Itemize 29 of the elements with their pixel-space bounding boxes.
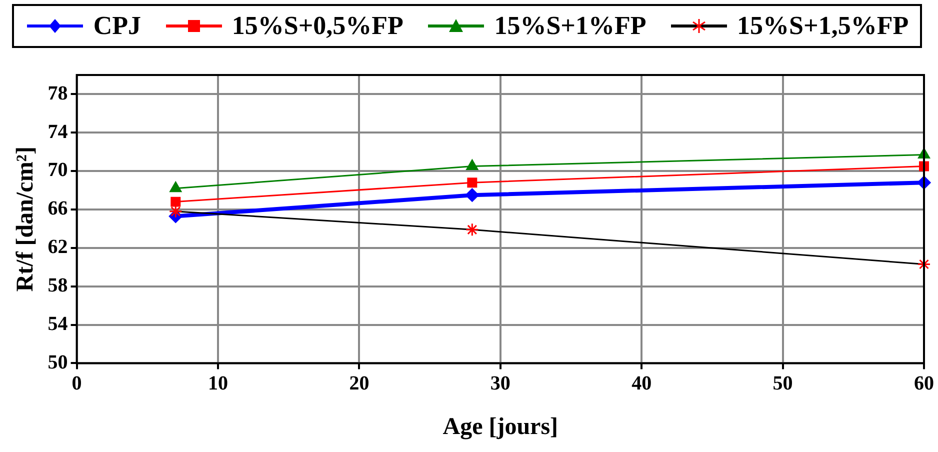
y-tick-label: 66 [48, 198, 68, 220]
x-tick-label: 50 [772, 372, 793, 394]
y-tick-label: 54 [48, 312, 68, 335]
legend-label: 15%S+0,5%FP [232, 11, 404, 41]
point [170, 182, 182, 192]
point [917, 258, 931, 271]
point [465, 188, 479, 202]
y-tick-label: 58 [48, 274, 68, 297]
point [168, 204, 182, 218]
legend-label: CPJ [93, 11, 142, 41]
x-tick-label: 30 [490, 372, 510, 394]
y-tick-label: 50 [48, 351, 68, 374]
point [170, 196, 181, 207]
x-tick-label: 10 [208, 372, 228, 394]
point [466, 160, 478, 170]
legend-label: 15%S+1%FP [494, 11, 646, 41]
point [467, 178, 478, 188]
y-tick-label: 74 [48, 120, 68, 143]
point [465, 222, 479, 236]
y-tick-label: 62 [48, 236, 68, 258]
y-tick-label: 70 [48, 159, 68, 182]
y-tick-label: 78 [48, 82, 68, 104]
x-tick-label: 0 [72, 372, 82, 394]
y-axis-title: Rt/f [dan/cm²] [12, 146, 39, 292]
x-tick-label: 60 [914, 372, 934, 394]
legend-label: 15%S+1,5%FP [737, 11, 909, 41]
x-tick-label: 20 [349, 372, 370, 394]
x-axis-title: Age [jours] [442, 414, 558, 440]
x-tick-label: 40 [632, 372, 652, 394]
